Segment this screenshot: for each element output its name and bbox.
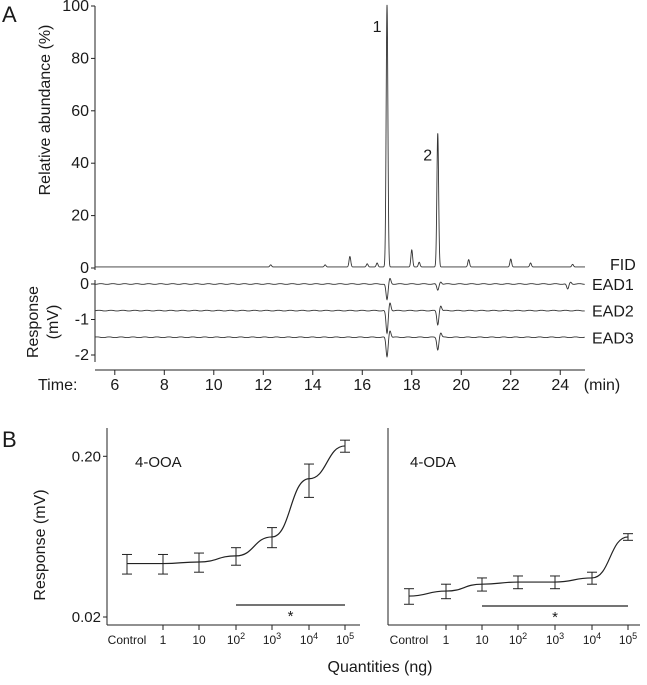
oda-error-bars — [404, 533, 633, 605]
time-tick-label: 10 — [205, 377, 223, 394]
ead-trace — [94, 302, 585, 335]
ead-chart: 0 -1 -2 Response (mV) EAD1 EAD2 EAD3 — [25, 276, 634, 364]
fid-peak-labels: 12 — [373, 19, 433, 164]
ead-trace-label: EAD3 — [592, 330, 634, 347]
fid-trace-label: FID — [610, 257, 636, 274]
dose-y-tick-label: 0.02 — [72, 609, 101, 626]
dose-tick-label: 10 — [475, 633, 489, 647]
ead-trace-labels: EAD1 EAD2 EAD3 — [592, 277, 634, 347]
fid-y-ticks: 0 20 40 60 80 100 — [62, 0, 95, 277]
dose-tick-label: 103 — [546, 631, 564, 647]
ead-y-tick-label: 0 — [80, 276, 89, 293]
oda-significance: * — [482, 605, 628, 626]
significance-star: * — [288, 608, 294, 625]
panel-label-b: B — [2, 427, 17, 452]
ooa-error-bars — [122, 439, 350, 575]
fid-trace — [95, 4, 585, 268]
time-tick-label: 22 — [502, 377, 520, 394]
fid-peak-label: 2 — [423, 147, 432, 164]
dose-tick-label: 1 — [443, 633, 450, 647]
dose-y-label: Response (mV) — [32, 489, 49, 600]
ead-y-tick-label: -2 — [75, 347, 89, 364]
panel-label-a: A — [2, 2, 17, 27]
time-axis: Time: 6 8 10 12 14 16 18 20 22 24 (min) — [38, 369, 620, 394]
time-tick-label: 6 — [110, 377, 119, 394]
time-axis-unit: (min) — [584, 377, 620, 394]
time-tick-label: 18 — [403, 377, 421, 394]
ead-y-tick-label: -1 — [75, 312, 89, 329]
dose-tick-label: 102 — [227, 631, 245, 647]
dose-tick-label: Control — [390, 633, 429, 647]
ead-y-ticks: 0 -1 -2 — [75, 276, 95, 364]
ead-trace — [95, 277, 585, 301]
ead-y-label: Response — [25, 286, 42, 358]
fid-y-tick-label: 80 — [71, 50, 89, 67]
dose-tick-label: 105 — [619, 631, 637, 647]
fid-y-tick-label: 60 — [71, 103, 89, 120]
dose-tick-label: 103 — [263, 631, 281, 647]
fid-y-label: Relative abundance (%) — [37, 25, 54, 196]
fid-peak-label: 1 — [373, 19, 382, 36]
time-tick-label: 16 — [353, 377, 371, 394]
ead-y-unit: (mV) — [45, 305, 62, 340]
dose-y-tick-label: 0.20 — [72, 448, 101, 465]
time-axis-label: Time: — [38, 377, 77, 394]
oda-x-ticks: Control 1 10 102 103 104 105 — [390, 625, 637, 647]
ead-trace-label: EAD1 — [592, 277, 634, 294]
dose-tick-label: 10 — [192, 633, 206, 647]
dose-tick-label: Control — [108, 633, 147, 647]
fid-y-tick-label: 40 — [71, 155, 89, 172]
dose-tick-label: 1 — [160, 633, 167, 647]
time-tick-label: 20 — [452, 377, 470, 394]
ooa-title: 4-OOA — [135, 454, 182, 471]
time-tick-label: 12 — [254, 377, 272, 394]
time-ticks: 6 8 10 12 14 16 18 20 22 24 — [110, 370, 569, 394]
fid-y-tick-label: 0 — [80, 260, 89, 277]
time-tick-label: 24 — [551, 377, 569, 394]
oda-chart: 4-ODA Control 1 10 102 103 104 105 * — [387, 428, 640, 647]
ooa-significance: * — [236, 604, 345, 625]
dose-tick-label: 104 — [300, 631, 318, 647]
significance-star: * — [552, 609, 558, 626]
time-tick-label: 8 — [160, 377, 169, 394]
ooa-chart: 4-OOA 0.02 0.20 Control 1 10 102 103 104 105 * — [72, 428, 360, 647]
time-tick-label: 14 — [304, 377, 322, 394]
dose-x-label: Quantities (ng) — [328, 659, 433, 676]
ead-trace-label: EAD2 — [592, 304, 634, 321]
fid-y-tick-label: 20 — [71, 208, 89, 225]
ooa-y-ticks: 0.02 0.20 — [72, 448, 107, 626]
fid-y-tick-label: 100 — [62, 0, 89, 15]
ead-traces — [94, 277, 585, 358]
ead-trace — [94, 330, 585, 358]
dose-tick-label: 105 — [336, 631, 354, 647]
oda-title: 4-ODA — [410, 454, 456, 471]
dose-tick-label: 102 — [509, 631, 527, 647]
dose-tick-label: 104 — [583, 631, 601, 647]
ooa-x-ticks: Control 1 10 102 103 104 105 — [108, 625, 354, 647]
